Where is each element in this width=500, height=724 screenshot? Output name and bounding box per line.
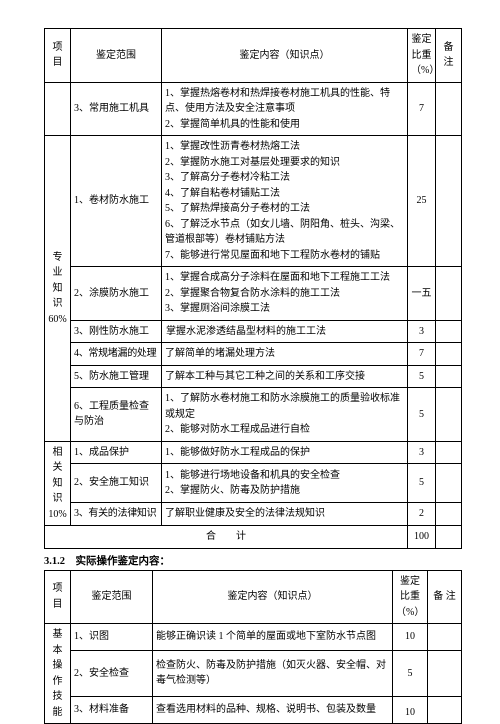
scope-cell: 2、涂膜防水施工 [71,267,162,321]
total-value: 100 [408,526,436,549]
scope-cell: 4、常规堵漏的处理 [71,343,162,366]
project-group-related: 相关知识10% [45,441,71,526]
header-remark: 备 注 [428,570,462,624]
remark-cell [436,464,462,503]
content-cell: 1、了解防水卷材施工和防水涂膜施工的质量验收标准或规定 2、能够对防水工程成品进… [162,388,408,442]
table-row: 5、防水施工管理 了解本工种与其它工种之间的关系和工序交接 5 [45,365,462,388]
total-label: 合 计 [45,526,408,549]
scope-cell: 2、安全施工知识 [71,464,162,503]
content-cell: 1、能够做好防水工程成品的保护 [162,441,408,464]
table-row: 6、工程质量检查与防治 1、了解防水卷材施工和防水涂膜施工的质量验收标准或规定 … [45,388,462,442]
content-cell: 能够正确识读 1 个简单的屋面或地下室防水节点图 [153,624,393,651]
assessment-table-2: 项目 鉴定范围 鉴定内容（知识点） 鉴定 比重 （%） 备 注 基 本操 作技 … [44,570,462,724]
ratio-cell: 5 [408,464,436,503]
content-cell: 1、掌握合成高分子涂料在屋面和地下工程施工工法 2、掌握聚合物复合防水涂料的施工… [162,267,408,321]
table-row: 4、常规堵漏的处理 了解简单的堵漏处理方法 7 [45,343,462,366]
content-cell: 了解简单的堵漏处理方法 [162,343,408,366]
scope-cell: 5、防水施工管理 [71,365,162,388]
scope-cell: 1、成品保护 [71,441,162,464]
header-scope: 鉴定范围 [71,29,162,83]
header-content: 鉴定内容（知识点） [153,570,393,624]
scope-cell: 3、有关的法律知识 [71,503,162,526]
content-cell: 1、能够进行场地设备和机具的安全检查 2、掌握防火、防毒及防护措施 [162,464,408,503]
table-row: 相关知识10% 1、成品保护 1、能够做好防水工程成品的保护 3 [45,441,462,464]
scope-cell: 3、刚性防水施工 [71,320,162,343]
project-cell-blank [45,82,71,136]
scope-cell: 1、卷材防水施工 [71,136,162,267]
content-cell: 掌握水泥渗透结晶型材料的施工工法 [162,320,408,343]
ratio-cell: 5 [408,388,436,442]
remark-cell [436,82,462,136]
table-header-row: 项目 鉴定范围 鉴定内容（知识点） 鉴定 比重 （%） 备注 [45,29,462,83]
table-row: 3、刚性防水施工 掌握水泥渗透结晶型材料的施工工法 3 [45,320,462,343]
ratio-cell: 25 [408,136,436,267]
remark-cell [436,441,462,464]
table-row: 基 本操 作技 能 1、识图 能够正确识读 1 个简单的屋面或地下室防水节点图 … [45,624,462,651]
remark-cell [428,624,462,651]
ratio-cell: 7 [408,82,436,136]
table-row: 专业知识60% 1、卷材防水施工 1、掌握改性沥青卷材热熔工法 2、掌握防水施工… [45,136,462,267]
header-project: 项目 [45,29,71,83]
remark-cell [436,136,462,267]
ratio-cell: 5 [408,365,436,388]
remark-cell [428,696,462,723]
remark-cell [428,651,462,697]
ratio-cell: 10 [393,696,428,723]
scope-cell: 1、识图 [71,624,153,651]
assessment-table-1: 项目 鉴定范围 鉴定内容（知识点） 鉴定 比重 （%） 备注 3、常用施工机具 … [44,28,462,549]
section-title-practical: 3.1.2 实际操作鉴定内容： [44,553,462,568]
ratio-cell: 10 [393,624,428,651]
scope-cell: 6、工程质量检查与防治 [71,388,162,442]
ratio-cell: 一五 [408,267,436,321]
ratio-cell: 2 [408,503,436,526]
ratio-cell: 3 [408,320,436,343]
remark-cell [436,388,462,442]
project-group-basic-skill: 基 本操 作技 能 [45,624,71,724]
remark-cell [436,365,462,388]
remark-cell [436,343,462,366]
content-cell: 1、掌握改性沥青卷材热熔工法 2、掌握防水施工对基层处理要求的知识 3、了解高分… [162,136,408,267]
project-group-specialized: 专业知识60% [45,136,71,442]
content-cell: 了解职业健康及安全的法律法规知识 [162,503,408,526]
table-header-row: 项目 鉴定范围 鉴定内容（知识点） 鉴定 比重 （%） 备 注 [45,570,462,624]
table-row: 2、安全检查 检查防火、防毒及防护措施（如灭火器、安全帽、对毒气检测等） 5 [45,651,462,697]
header-remark: 备注 [436,29,462,83]
remark-cell [436,320,462,343]
scope-cell: 2、安全检查 [71,651,153,697]
remark-cell [436,526,462,549]
table-row: 2、安全施工知识 1、能够进行场地设备和机具的安全检查 2、掌握防火、防毒及防护… [45,464,462,503]
ratio-cell: 5 [393,651,428,697]
header-scope: 鉴定范围 [71,570,153,624]
remark-cell [436,267,462,321]
ratio-cell: 3 [408,441,436,464]
content-cell: 了解本工种与其它工种之间的关系和工序交接 [162,365,408,388]
scope-cell: 3、常用施工机具 [71,82,162,136]
header-project: 项目 [45,570,71,624]
ratio-cell: 7 [408,343,436,366]
content-cell: 检查防火、防毒及防护措施（如灭火器、安全帽、对毒气检测等） [153,651,393,697]
header-content: 鉴定内容（知识点） [162,29,408,83]
scope-cell: 3、材料准备 [71,696,153,723]
table-row: 3、有关的法律知识 了解职业健康及安全的法律法规知识 2 [45,503,462,526]
table-total-row: 合 计 100 [45,526,462,549]
table-row: 3、材料准备 查看选用材料的品种、规格、说明书、包装及数量 10 [45,696,462,723]
header-ratio: 鉴定 比重 （%） [408,29,436,83]
remark-cell [436,503,462,526]
content-cell: 查看选用材料的品种、规格、说明书、包装及数量 [153,696,393,723]
table-row: 2、涂膜防水施工 1、掌握合成高分子涂料在屋面和地下工程施工工法 2、掌握聚合物… [45,267,462,321]
table-row: 3、常用施工机具 1、掌握热熔卷材和热焊接卷材施工机具的性能、特点、使用方法及安… [45,82,462,136]
header-ratio: 鉴定 比重 （%） [393,570,428,624]
content-cell: 1、掌握热熔卷材和热焊接卷材施工机具的性能、特点、使用方法及安全注意事项 2、掌… [162,82,408,136]
